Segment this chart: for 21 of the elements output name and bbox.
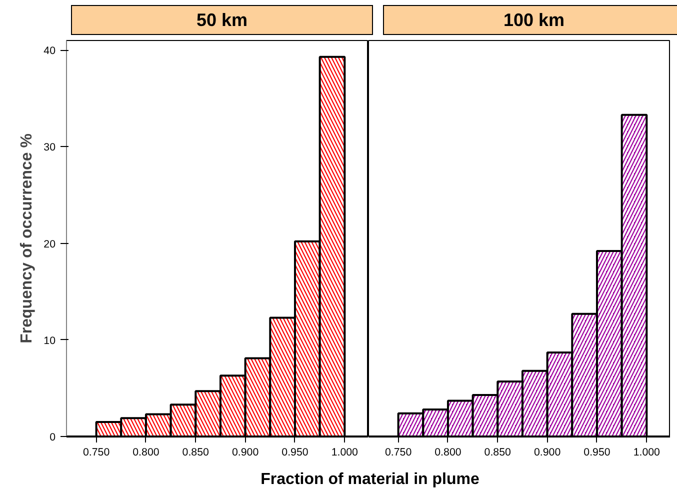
chart-title: 50 km [196,9,248,32]
x-tick-label: 1.000 [331,446,358,458]
x-tick-label: 0.800 [434,446,462,458]
y-tick-label: 30 [44,142,56,154]
x-tick-label: 0.850 [182,446,210,458]
x-tick-label: 0.900 [534,446,561,458]
chart-title: 100 km [503,9,565,32]
y-tick-label: 40 [44,45,56,58]
x-tick-label: 0.750 [384,446,412,458]
x-tick-label: 0.850 [484,446,512,458]
y-axis-title: Frequency of occurrence % [18,134,36,344]
x-tick-label: 0.750 [82,446,110,458]
x-axis-title: Fraction of material in plume [260,470,480,490]
y-tick-label: 0 [50,432,56,444]
x-tick-label: 1.000 [633,446,660,458]
x-tick-label: 0.800 [132,446,160,458]
y-tick-label: 20 [44,238,56,250]
y-tick-label: 10 [44,334,56,347]
x-tick-label: 0.950 [282,446,308,458]
x-tick-label: 0.950 [584,446,610,458]
x-tick-label: 0.900 [232,446,259,458]
